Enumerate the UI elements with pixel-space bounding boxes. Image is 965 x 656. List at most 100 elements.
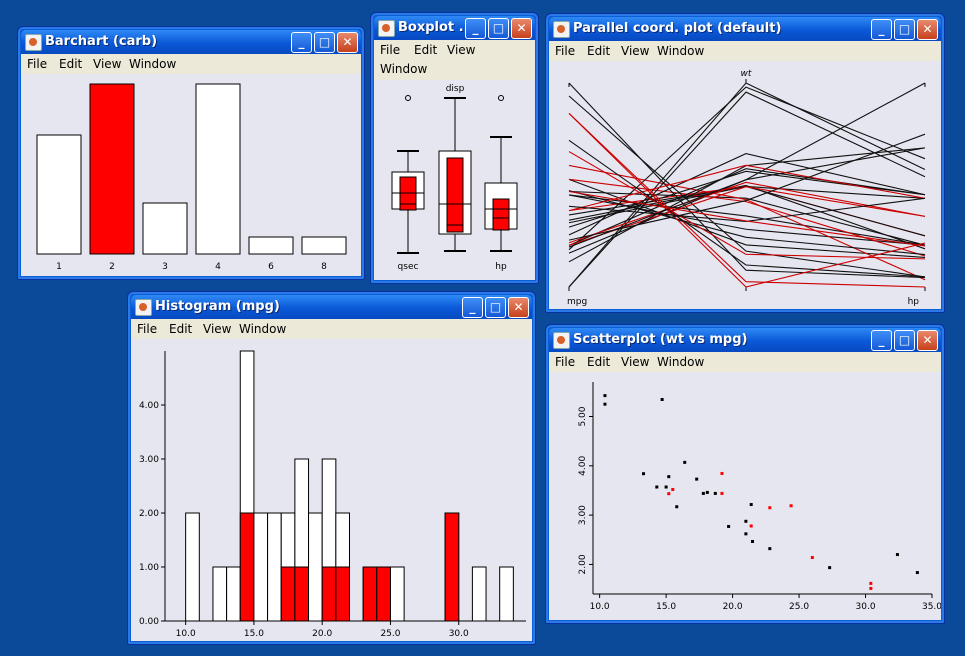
menu-window[interactable]: Window xyxy=(129,57,177,71)
scatter-window[interactable]: Scatterplot (wt vs mpg) _ □ ✕ File Edit … xyxy=(545,324,945,624)
scatter-point[interactable] xyxy=(915,571,919,575)
scatter-point[interactable] xyxy=(869,586,873,590)
parallel-titlebar[interactable]: Parallel coord. plot (default) _ □ ✕ xyxy=(549,17,941,41)
menu-window[interactable]: Window xyxy=(657,44,705,58)
barchart-svg[interactable]: 1 2 3 4 6 8 xyxy=(21,74,361,276)
histogram-bar[interactable] xyxy=(389,566,405,622)
minimize-button[interactable]: _ xyxy=(871,330,892,351)
barchart-plot-area[interactable]: 1 2 3 4 6 8 xyxy=(21,74,361,276)
scatter-titlebar[interactable]: Scatterplot (wt vs mpg) _ □ ✕ xyxy=(549,328,941,352)
pcp-line[interactable] xyxy=(568,95,926,278)
scatter-point[interactable] xyxy=(869,581,873,585)
scatter-point[interactable] xyxy=(705,490,709,494)
maximize-button[interactable]: □ xyxy=(314,32,335,53)
menu-edit[interactable]: Edit xyxy=(587,355,611,369)
bar[interactable] xyxy=(195,83,241,255)
pcp-line[interactable] xyxy=(568,194,926,246)
pcp-line[interactable] xyxy=(568,112,926,288)
histogram-bar[interactable] xyxy=(253,512,269,622)
scatter-point[interactable] xyxy=(727,524,731,528)
scatter-point[interactable] xyxy=(789,504,793,508)
bar[interactable] xyxy=(301,236,347,255)
barchart-titlebar[interactable]: Barchart (carb) _ □ ✕ xyxy=(21,30,361,54)
scatter-point[interactable] xyxy=(667,475,671,479)
pcp-line[interactable] xyxy=(568,82,926,279)
scatter-point[interactable] xyxy=(701,491,705,495)
menu-edit[interactable]: Edit xyxy=(59,57,83,71)
menu-edit[interactable]: Edit xyxy=(414,43,438,57)
menu-view[interactable]: View xyxy=(621,355,650,369)
scatter-point[interactable] xyxy=(828,566,832,570)
menu-file[interactable]: File xyxy=(555,355,576,369)
scatter-point[interactable] xyxy=(683,460,687,464)
boxplot-qsec[interactable]: qsec xyxy=(391,95,425,273)
scatter-point[interactable] xyxy=(744,532,748,536)
minimize-button[interactable]: _ xyxy=(462,297,483,318)
histogram-bar[interactable] xyxy=(226,566,241,622)
scatter-point[interactable] xyxy=(895,553,899,557)
close-button[interactable]: ✕ xyxy=(511,18,532,39)
menu-view[interactable]: View xyxy=(621,44,650,58)
scatter-point[interactable] xyxy=(675,505,679,509)
menu-view[interactable]: View xyxy=(447,43,476,57)
pcp-line[interactable] xyxy=(568,178,926,258)
scatter-point[interactable] xyxy=(751,539,755,543)
menu-file[interactable]: File xyxy=(380,43,401,57)
scatter-point[interactable] xyxy=(655,485,659,489)
parallel-plot-area[interactable]: wt mpg hp xyxy=(549,61,941,309)
histogram-plot-area[interactable]: 0.00 1.00 2.00 3.00 4.00 10.0 15.0 20.0 25.0 30.0 xyxy=(131,339,532,641)
histogram-bar[interactable] xyxy=(267,512,282,622)
minimize-button[interactable]: _ xyxy=(465,18,486,39)
histogram-svg[interactable]: 0.00 1.00 2.00 3.00 4.00 10.0 15.0 20.0 25.0 30.0 xyxy=(131,339,532,641)
bar[interactable] xyxy=(248,236,294,255)
minimize-button[interactable]: _ xyxy=(291,32,312,53)
scatter-point[interactable] xyxy=(720,471,724,475)
pcp-line[interactable] xyxy=(568,139,926,278)
boxplot-titlebar[interactable]: Boxplot ... _ □ ✕ xyxy=(374,16,535,40)
pcp-line[interactable] xyxy=(568,190,926,246)
scatter-point[interactable] xyxy=(660,398,664,402)
pcp-line[interactable] xyxy=(568,164,926,281)
bar[interactable] xyxy=(142,202,188,255)
scatter-point[interactable] xyxy=(768,547,772,551)
menu-file[interactable]: File xyxy=(555,44,576,58)
scatter-point[interactable] xyxy=(810,556,814,560)
menu-edit[interactable]: Edit xyxy=(169,322,193,336)
scatter-plot-area[interactable]: 2.00 3.00 4.00 5.00 10.0 15.0 20.0 25.0 30.0 35.0 xyxy=(549,372,942,620)
pcp-line[interactable] xyxy=(568,133,926,241)
menu-window[interactable]: Window xyxy=(380,62,428,76)
scatter-svg[interactable]: 2.00 3.00 4.00 5.00 10.0 15.0 20.0 25.0 30.0 35.0 xyxy=(549,372,942,620)
pcp-line[interactable] xyxy=(568,190,926,247)
scatter-point[interactable] xyxy=(744,519,748,523)
menu-window[interactable]: Window xyxy=(657,355,705,369)
menu-view[interactable]: View xyxy=(203,322,232,336)
boxplot-plot-area[interactable]: qsec disp xyxy=(374,80,535,280)
boxplot-svg[interactable]: qsec disp xyxy=(374,80,535,280)
maximize-button[interactable]: □ xyxy=(894,19,915,40)
close-button[interactable]: ✕ xyxy=(337,32,358,53)
menu-view[interactable]: View xyxy=(93,57,122,71)
scatter-point[interactable] xyxy=(603,402,607,406)
menu-edit[interactable]: Edit xyxy=(587,44,611,58)
menu-file[interactable]: File xyxy=(137,322,158,336)
scatter-point[interactable] xyxy=(603,394,607,398)
barchart-window[interactable]: Barchart (carb) _ □ ✕ File Edit View Win… xyxy=(17,26,365,280)
bar[interactable] xyxy=(36,134,82,255)
close-button[interactable]: ✕ xyxy=(917,330,938,351)
pcp-line[interactable] xyxy=(568,82,926,288)
menu-file[interactable]: File xyxy=(27,57,48,71)
parallel-svg[interactable]: wt mpg hp xyxy=(549,61,941,309)
boxplot-hp[interactable]: hp xyxy=(484,95,518,273)
close-button[interactable]: ✕ xyxy=(508,297,529,318)
pcp-line[interactable] xyxy=(568,181,926,244)
histogram-bar[interactable] xyxy=(212,566,228,622)
scatter-point[interactable] xyxy=(720,491,724,495)
scatter-point[interactable] xyxy=(642,472,646,476)
scatter-point[interactable] xyxy=(695,477,699,481)
histogram-titlebar[interactable]: Histogram (mpg) _ □ ✕ xyxy=(131,295,532,319)
scatter-point[interactable] xyxy=(667,492,671,496)
scatter-point[interactable] xyxy=(664,485,668,489)
pcp-line[interactable] xyxy=(568,164,926,212)
scatter-point[interactable] xyxy=(749,524,753,528)
parallel-window[interactable]: Parallel coord. plot (default) _ □ ✕ Fil… xyxy=(545,13,945,313)
